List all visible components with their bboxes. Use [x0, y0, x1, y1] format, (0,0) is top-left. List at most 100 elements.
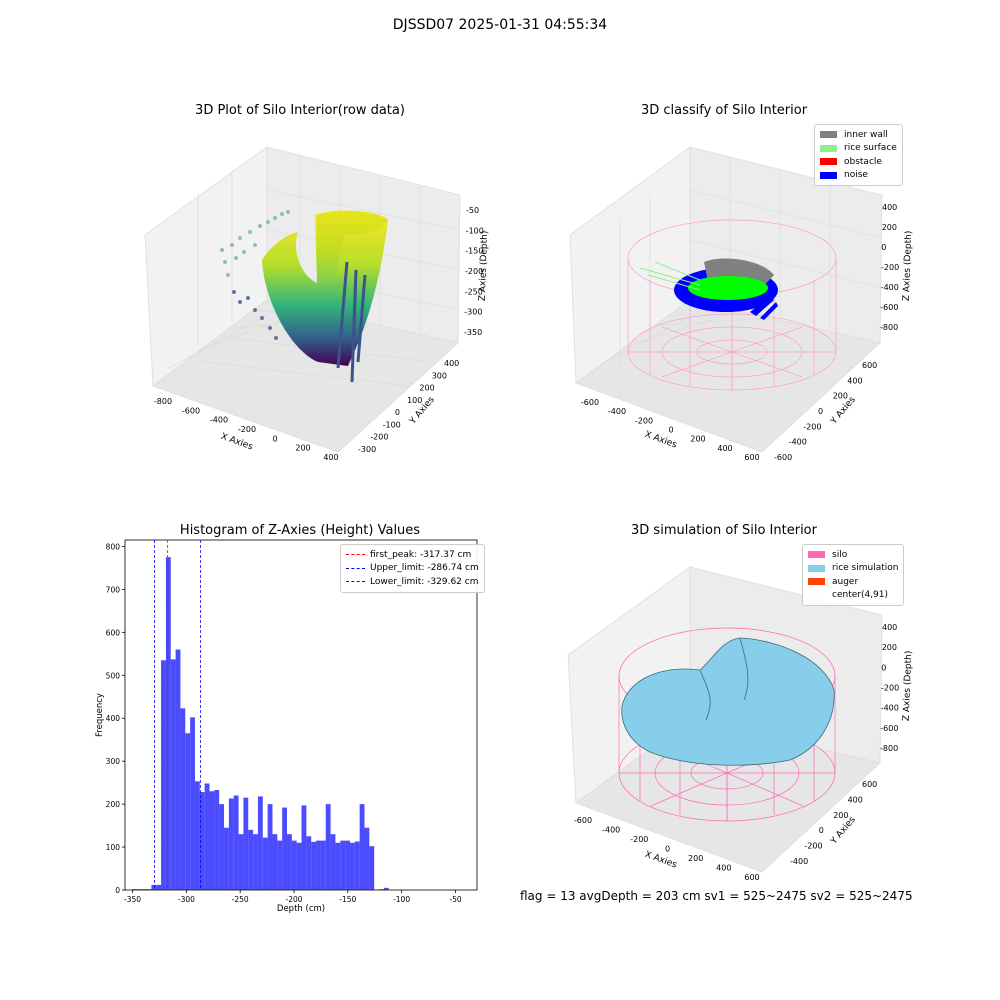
histogram-x-ticks: -350 -300 -250 -200 -150 -100 -50: [124, 890, 462, 904]
classify-y-tick-label: 600: [862, 361, 877, 370]
histogram-y-tick-label: 600: [106, 628, 121, 637]
legend-label: Upper_limit: -286.74 cm: [370, 563, 479, 574]
histogram-x-label: Depth (cm): [277, 904, 325, 914]
legend-item-rice-surface: rice surface: [820, 142, 897, 156]
raw-x-tick-label: -800: [154, 397, 172, 406]
histogram-bar: [267, 804, 273, 890]
classify-x-tick-label: 400: [717, 444, 732, 453]
classify-x-tick-label: -200: [635, 416, 653, 425]
histogram-bar: [364, 827, 370, 890]
sim-x-tick-label: 600: [744, 873, 759, 882]
histogram-y-tick-label: 700: [106, 585, 121, 594]
legend-item-inner-wall: inner wall: [820, 128, 897, 142]
raw-x-tick-label: 200: [295, 444, 310, 453]
raw-cylinder-surface: [262, 210, 388, 366]
legend-item-noise: noise: [820, 169, 897, 183]
raw-x-ticks: -800 -600 -400 -200 0 200 400: [154, 397, 339, 462]
raw-x-tick-label: -400: [210, 416, 228, 425]
legend-label: center(4,91): [832, 590, 889, 601]
sim-y-tick-label: 400: [848, 795, 863, 804]
status-line: flag = 13 avgDepth = 203 cm sv1 = 525~24…: [520, 889, 913, 903]
legend-label: noise: [844, 170, 868, 181]
histogram-bar: [291, 840, 297, 890]
histogram-bar: [146, 889, 152, 890]
sim-z-tick-label: -800: [880, 744, 898, 753]
legend-label: Lower_limit: -329.62 cm: [370, 576, 479, 587]
classify-x-ticks: -600 -400 -200 0 200 400 600: [581, 398, 760, 462]
raw-wall-strips: [336, 261, 367, 383]
histogram-bar: [282, 807, 287, 890]
histogram-bar: [233, 795, 239, 890]
sim-y-tick-label: -400: [790, 857, 808, 866]
raw-z-tick-label: -100: [466, 226, 484, 235]
histogram-bar: [224, 827, 229, 890]
histogram-panel: -350 -300 -250 -200 -150 -100 -50 0 100 200 300 40…: [95, 539, 478, 914]
histogram-bar: [287, 834, 292, 890]
sim-y-tick-label: -200: [804, 842, 822, 851]
histogram-bar: [316, 840, 321, 890]
sim-z-tick-label: -600: [880, 724, 898, 733]
histogram-bar: [170, 659, 176, 890]
classify-gridlines: [599, 157, 883, 368]
histogram-bar: [320, 840, 326, 890]
histogram-bar: [180, 708, 186, 890]
classify-y-tick-label: -400: [789, 438, 807, 447]
raw-y-tick-label: -200: [370, 433, 388, 442]
legend-item-obstacle: obstacle: [820, 155, 897, 169]
classify-x-tick-label: -600: [581, 398, 599, 407]
classify-z-tick-label: -600: [880, 303, 898, 312]
histogram-y-label: Frequency: [95, 693, 105, 737]
classify-rice-strands: [639, 261, 701, 291]
histogram-bar: [257, 796, 263, 890]
legend-item-auger: auger: [808, 575, 898, 589]
histogram-bar: [141, 889, 147, 890]
classify-y-tick-label: 400: [847, 376, 862, 385]
histogram-bar: [253, 834, 258, 890]
histogram-bar: [345, 840, 350, 890]
classify-noise-strips: [750, 296, 778, 320]
classify-y-tick-label: 200: [833, 392, 848, 401]
classify-x-tick-label: 200: [690, 435, 705, 444]
raw-cylinder-inner: [317, 210, 388, 283]
histogram-x-tick-label: -300: [178, 895, 195, 904]
legend-swatch: [820, 158, 837, 166]
histogram-y-tick-label: 100: [106, 843, 121, 852]
histogram-bar: [136, 889, 142, 890]
legend-label: silo: [832, 549, 848, 560]
sim-z-label: Z Axies (Depth): [902, 651, 914, 722]
histogram-bar: [204, 783, 210, 890]
histogram-bar: [335, 842, 341, 890]
histogram-y-tick-label: 200: [106, 800, 121, 809]
classify-z-label: Z Axies (Depth): [902, 231, 914, 302]
raw-scatter-points: [220, 210, 290, 277]
sim-x-tick-label: 200: [688, 854, 703, 863]
histogram-bar: [330, 834, 336, 890]
histogram-bar: [383, 887, 389, 890]
sim-z-tick-label: 200: [882, 643, 897, 652]
histogram-bar: [165, 557, 171, 890]
histogram-legend: first_peak: -317.37 cm Upper_limit: -286…: [340, 544, 485, 593]
classify-z-tick-label: -200: [881, 263, 899, 272]
legend-label: inner wall: [844, 129, 888, 140]
histogram-y-tick-label: 500: [106, 671, 121, 680]
histogram-bar: [243, 797, 249, 890]
raw-floor-pane: [152, 299, 459, 453]
histogram-bar: [132, 889, 137, 890]
sim-z-tick-label: -200: [881, 684, 899, 693]
histogram-bar: [214, 789, 220, 890]
raw-3d-panel: -800 -600 -400 -200 0 200 400 -300 -200 -100 0 100…: [144, 146, 490, 462]
legend-item-first-peak: first_peak: -317.37 cm: [346, 548, 479, 562]
sim-x-tick-label: 0: [665, 845, 670, 854]
sim-y-tick-label: 600: [862, 780, 877, 789]
sim-x-tick-label: 400: [716, 864, 731, 873]
histogram-bar: [175, 649, 181, 890]
sim-x-tick-label: -200: [630, 835, 648, 844]
histogram-title: Histogram of Z-Axies (Height) Values: [179, 523, 421, 538]
classify-x-tick-label: 0: [668, 426, 673, 435]
sim-x-label: X Axies: [643, 850, 678, 871]
histogram-bar: [199, 792, 205, 890]
classify-y-tick-label: -600: [774, 453, 792, 462]
